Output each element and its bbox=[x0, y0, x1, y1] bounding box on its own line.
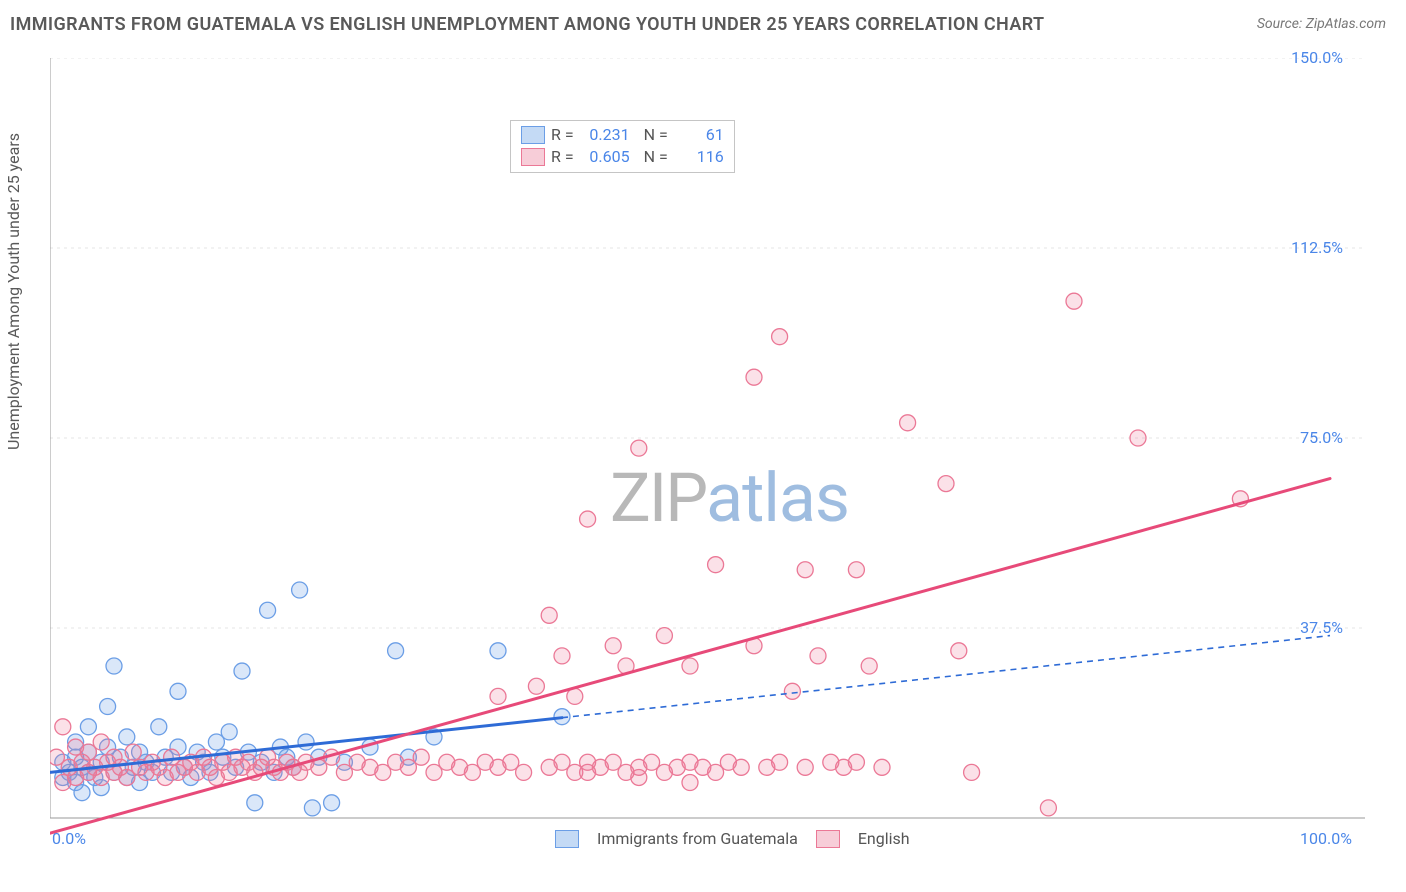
y-tick-label: 150.0% bbox=[1291, 48, 1343, 67]
legend-r-label: R = bbox=[551, 124, 574, 146]
legend-r-label: R = bbox=[551, 146, 574, 168]
legend-n-value-english: 116 bbox=[674, 146, 724, 168]
legend-label-guatemala: Immigrants from Guatemala bbox=[597, 829, 798, 848]
swatch-english bbox=[521, 148, 545, 166]
legend-row-english: R = 0.605 N = 116 bbox=[521, 146, 724, 168]
y-axis-title: Unemployment Among Youth under 25 years bbox=[4, 133, 23, 450]
chart-area: ZIPatlas 37.5%75.0%112.5%150.0% 0.0%100.… bbox=[50, 58, 1365, 848]
legend-row-guatemala: R = 0.231 N = 61 bbox=[521, 124, 724, 146]
swatch-english-bottom bbox=[816, 830, 840, 848]
y-tick-label: 37.5% bbox=[1300, 618, 1343, 637]
legend-r-value-english: 0.605 bbox=[580, 146, 630, 168]
source-attribution: Source: ZipAtlas.com bbox=[1257, 16, 1386, 32]
chart-title: IMMIGRANTS FROM GUATEMALA VS ENGLISH UNE… bbox=[10, 14, 1045, 35]
chart-svg bbox=[50, 58, 1365, 848]
legend-n-label: N = bbox=[644, 124, 668, 146]
legend-series: Immigrants from Guatemala English bbox=[555, 829, 910, 848]
source-name: ZipAtlas.com bbox=[1306, 16, 1386, 32]
swatch-guatemala-bottom bbox=[555, 830, 579, 848]
x-tick-label: 0.0% bbox=[52, 829, 86, 848]
x-tick-label: 100.0% bbox=[1300, 829, 1343, 848]
swatch-guatemala bbox=[521, 126, 545, 144]
legend-r-value-guatemala: 0.231 bbox=[580, 124, 630, 146]
source-prefix: Source: bbox=[1257, 16, 1306, 32]
legend-n-label: N = bbox=[644, 146, 668, 168]
legend-label-english: English bbox=[858, 829, 910, 848]
page: IMMIGRANTS FROM GUATEMALA VS ENGLISH UNE… bbox=[0, 0, 1406, 892]
legend-n-value-guatemala: 61 bbox=[674, 124, 724, 146]
legend-correlation: R = 0.231 N = 61 R = 0.605 N = 116 bbox=[510, 120, 735, 173]
y-tick-label: 112.5% bbox=[1291, 238, 1343, 257]
y-tick-label: 75.0% bbox=[1300, 428, 1343, 447]
